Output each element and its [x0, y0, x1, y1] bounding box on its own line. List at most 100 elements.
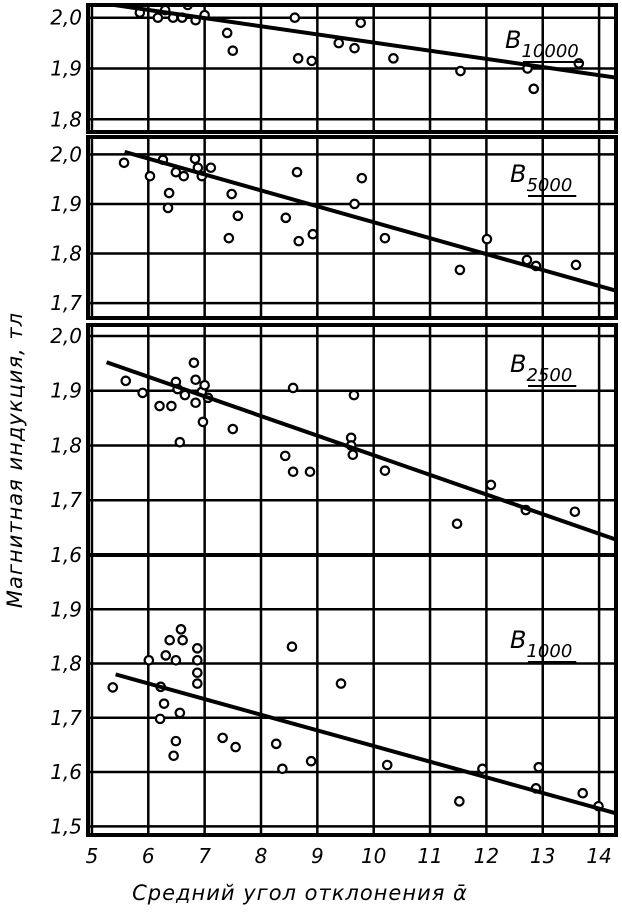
data-point	[144, 170, 156, 182]
y-axis-title: Магнитная индукция, тл	[3, 312, 27, 608]
data-point	[379, 232, 391, 244]
data-point	[349, 42, 360, 54]
data-point	[192, 678, 203, 689]
data-point	[177, 634, 188, 646]
panel-label-letter: B	[510, 350, 526, 378]
data-point	[287, 382, 299, 394]
data-point	[174, 436, 186, 448]
panel-frame	[86, 135, 618, 320]
data-point	[120, 375, 132, 387]
data-point	[158, 698, 170, 709]
data-point	[454, 264, 466, 276]
data-point	[199, 379, 210, 391]
data-point	[379, 465, 391, 476]
data-point	[175, 624, 187, 635]
data-point	[286, 641, 298, 653]
y-tick-label: 1,9	[50, 379, 82, 403]
data-point	[107, 682, 119, 693]
data-point	[230, 741, 241, 753]
y-tick-label: 2,0	[50, 6, 82, 30]
data-point	[451, 518, 463, 530]
data-point	[166, 400, 177, 412]
data-point	[154, 400, 165, 412]
y-tick-label: 1,8	[50, 107, 82, 131]
data-point	[160, 650, 172, 661]
data-point	[190, 374, 201, 386]
panel	[88, 555, 616, 835]
y-tick-label: 1,9	[50, 57, 82, 81]
data-point	[577, 787, 589, 799]
data-point	[189, 153, 201, 165]
data-point	[292, 53, 304, 64]
data-point	[305, 755, 317, 767]
data-point	[217, 732, 228, 744]
data-point	[205, 162, 217, 174]
panel-label: B10000	[505, 26, 579, 62]
x-tick-label: 9	[311, 844, 324, 868]
data-point	[190, 397, 201, 409]
panel-label-subscript: 10000	[521, 41, 578, 62]
data-point	[279, 450, 291, 462]
data-point	[348, 389, 360, 401]
data-point	[533, 761, 545, 773]
trend-line	[124, 149, 616, 293]
data-point	[291, 166, 303, 178]
data-point	[227, 423, 239, 435]
data-point	[226, 188, 237, 200]
trend-line	[115, 672, 616, 816]
panel-frame	[86, 553, 618, 837]
panel-label: B5000	[510, 160, 572, 196]
y-tick-label: 1,6	[50, 543, 82, 567]
data-point	[221, 27, 233, 39]
data-point	[477, 763, 488, 775]
panel	[88, 325, 616, 555]
data-point	[270, 738, 282, 750]
trend-line	[105, 360, 616, 542]
x-tick-label: 10	[361, 844, 386, 868]
x-tick-label: 5	[86, 844, 99, 868]
data-point	[137, 387, 148, 399]
data-point	[569, 506, 581, 518]
panel-label: B1000	[510, 626, 572, 662]
y-tick-label: 2,0	[50, 142, 82, 166]
data-point	[163, 187, 175, 199]
y-tick-label: 1,8	[50, 433, 82, 457]
panel-label-subscript: 5000	[526, 175, 572, 196]
y-tick-label: 1,9	[50, 597, 82, 621]
x-axis-title: Средний угол отклонения ᾱ	[132, 881, 468, 905]
panel-label-letter: B	[510, 626, 526, 654]
data-point	[162, 202, 174, 214]
data-point	[570, 259, 582, 271]
panel-label-letter: B	[510, 160, 526, 188]
data-point	[154, 713, 166, 725]
data-point	[485, 479, 497, 491]
y-tick-label: 1,9	[50, 192, 82, 216]
x-tick-label: 13	[530, 844, 555, 868]
y-tick-label: 1,8	[50, 242, 82, 266]
y-tick-label: 1,7	[50, 706, 82, 730]
data-point	[164, 634, 176, 646]
y-tick-label: 1,7	[50, 488, 82, 512]
data-point	[227, 45, 239, 57]
data-point	[192, 654, 203, 666]
panel	[88, 137, 616, 318]
x-tick-label: 7	[198, 844, 211, 868]
data-point	[307, 228, 319, 240]
data-point	[152, 12, 164, 24]
panel	[88, 5, 616, 132]
data-point	[306, 55, 318, 67]
y-tick-label: 2,0	[50, 324, 82, 348]
y-tick-label: 1,5	[50, 814, 82, 838]
data-point	[223, 232, 235, 244]
data-point	[381, 759, 393, 771]
data-point	[280, 212, 292, 224]
data-point	[192, 643, 203, 654]
y-tick-label: 1,7	[50, 291, 82, 315]
data-point	[168, 750, 179, 762]
data-point	[143, 654, 155, 666]
data-point	[170, 735, 182, 747]
data-point	[192, 667, 203, 679]
data-point	[170, 654, 182, 666]
panel-label: B2500	[510, 350, 572, 386]
